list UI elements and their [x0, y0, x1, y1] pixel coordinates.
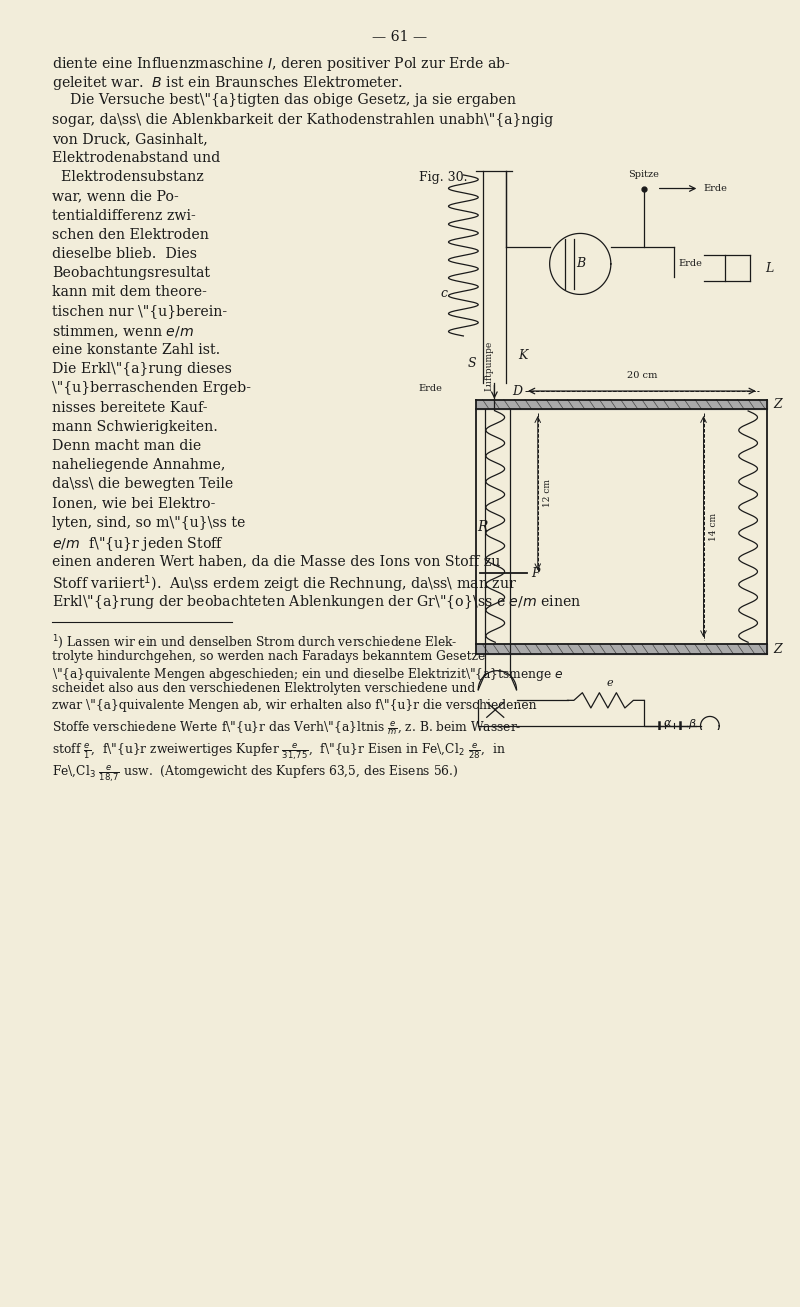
Text: Erde: Erde [418, 384, 442, 393]
Text: mann Schwierigkeiten.: mann Schwierigkeiten. [52, 420, 218, 434]
Text: Fig. 30.: Fig. 30. [418, 171, 467, 184]
Text: S: S [467, 357, 476, 370]
Text: Erde: Erde [703, 184, 727, 193]
Text: tischen nur \"{u}berein-: tischen nur \"{u}berein- [52, 305, 227, 319]
Text: Stoffe verschiedene Werte f\"{u}r das Verh\"{a}ltnis $\frac{e}{m}$, z. B. beim W: Stoffe verschiedene Werte f\"{u}r das Ve… [52, 719, 522, 737]
Text: geleitet war.  $B$ ist ein Braunsches Elektrometer.: geleitet war. $B$ ist ein Braunsches Ele… [52, 74, 403, 93]
Text: diente eine Influenzmaschine $I$, deren positiver Pol zur Erde ab-: diente eine Influenzmaschine $I$, deren … [52, 55, 511, 73]
Text: Erde: Erde [678, 259, 702, 268]
Text: — 61 —: — 61 — [373, 30, 427, 44]
Text: L: L [766, 261, 774, 274]
Text: Z: Z [774, 397, 782, 410]
Text: $e/m$  f\"{u}r jeden Stoff: $e/m$ f\"{u}r jeden Stoff [52, 535, 224, 553]
Text: Denn macht man die: Denn macht man die [52, 439, 202, 454]
Text: scheidet also aus den verschiedenen Elektrolyten verschiedene und: scheidet also aus den verschiedenen Elek… [52, 682, 475, 695]
Text: $\alpha$: $\alpha$ [662, 718, 672, 728]
Text: Ionen, wie bei Elektro-: Ionen, wie bei Elektro- [52, 497, 215, 511]
Text: c: c [441, 288, 448, 301]
Text: 14 cm: 14 cm [709, 512, 718, 541]
Text: Die Versuche best\"{a}tigten das obige Gesetz, ja sie ergaben: Die Versuche best\"{a}tigten das obige G… [52, 93, 516, 107]
Text: Z: Z [774, 643, 782, 656]
Text: trolyte hindurchgehen, so werden nach Faradays bekanntem Gesetze: trolyte hindurchgehen, so werden nach Fa… [52, 650, 486, 663]
Text: schen den Elektroden: schen den Elektroden [52, 227, 209, 242]
Text: R: R [477, 520, 487, 533]
Text: P: P [531, 567, 540, 580]
Text: \"{a}quivalente Mengen abgeschieden; ein und dieselbe Elektrizit\"{a}tsmenge $e$: \"{a}quivalente Mengen abgeschieden; ein… [52, 667, 564, 684]
Text: nisses bereitete Kauf-: nisses bereitete Kauf- [52, 401, 207, 414]
Text: 12 cm: 12 cm [543, 480, 552, 507]
Text: $^1$) Lassen wir ein und denselben Strom durch verschiedene Elek-: $^1$) Lassen wir ein und denselben Strom… [52, 634, 458, 651]
Text: war, wenn die Po-: war, wenn die Po- [52, 190, 178, 204]
Text: da\ss\ die bewegten Teile: da\ss\ die bewegten Teile [52, 477, 234, 491]
Text: Elektrodensubstanz: Elektrodensubstanz [52, 170, 204, 184]
Text: zwar \"{a}quivalente Mengen ab, wir erhalten also f\"{u}r die verschiedenen: zwar \"{a}quivalente Mengen ab, wir erha… [52, 699, 537, 711]
Text: einen anderen Wert haben, da die Masse des Ions von Stoff zu: einen anderen Wert haben, da die Masse d… [52, 554, 500, 569]
Text: Die Erkl\"{a}rung dieses: Die Erkl\"{a}rung dieses [52, 362, 232, 376]
Text: von Druck, Gasinhalt,: von Druck, Gasinhalt, [52, 132, 208, 146]
Text: Fe\,Cl$_3$ $\frac{e}{18{,}7}$ usw.  (Atomgewicht des Kupfers 63,5, des Eisens 56: Fe\,Cl$_3$ $\frac{e}{18{,}7}$ usw. (Atom… [52, 763, 458, 784]
Text: naheliegende Annahme,: naheliegende Annahme, [52, 459, 226, 472]
Text: Luftpumpe: Luftpumpe [484, 341, 494, 391]
Text: \"{u}berraschenden Ergeb-: \"{u}berraschenden Ergeb- [52, 382, 251, 396]
Text: Elektrodenabstand und: Elektrodenabstand und [52, 152, 220, 165]
Text: dieselbe blieb.  Dies: dieselbe blieb. Dies [52, 247, 197, 261]
Text: eine konstante Zahl ist.: eine konstante Zahl ist. [52, 342, 220, 357]
Text: B: B [576, 257, 585, 271]
Text: Spitze: Spitze [629, 170, 659, 179]
Text: K: K [518, 349, 528, 362]
Text: Beobachtungsresultat: Beobachtungsresultat [52, 267, 210, 280]
Text: stoff $\frac{e}{1}$,  f\"{u}r zweiwertiges Kupfer $\frac{e}{31{,}75}$,  f\"{u}r : stoff $\frac{e}{1}$, f\"{u}r zweiwertige… [52, 741, 506, 762]
Text: tentialdifferenz zwi-: tentialdifferenz zwi- [52, 209, 196, 222]
Text: Stoff variiert$^1$).  Au\ss erdem zeigt die Rechnung, da\ss\ man zur: Stoff variiert$^1$). Au\ss erdem zeigt d… [52, 574, 517, 595]
Text: Erkl\"{a}rung der beobachteten Ablenkungen der Gr\"{o}\ss e $e/m$ einen: Erkl\"{a}rung der beobachteten Ablenkung… [52, 592, 582, 610]
Text: $\beta$: $\beta$ [689, 716, 698, 731]
Text: 20 cm: 20 cm [626, 371, 657, 380]
Text: e: e [606, 678, 614, 689]
Text: D: D [512, 384, 522, 397]
Text: sogar, da\ss\ die Ablenkbarkeit der Kathodenstrahlen unabh\"{a}ngig: sogar, da\ss\ die Ablenkbarkeit der Kath… [52, 112, 554, 127]
Text: lyten, sind, so m\"{u}\ss te: lyten, sind, so m\"{u}\ss te [52, 516, 246, 529]
Text: stimmen, wenn $e/m$: stimmen, wenn $e/m$ [52, 324, 194, 340]
Text: kann mit dem theore-: kann mit dem theore- [52, 285, 207, 299]
